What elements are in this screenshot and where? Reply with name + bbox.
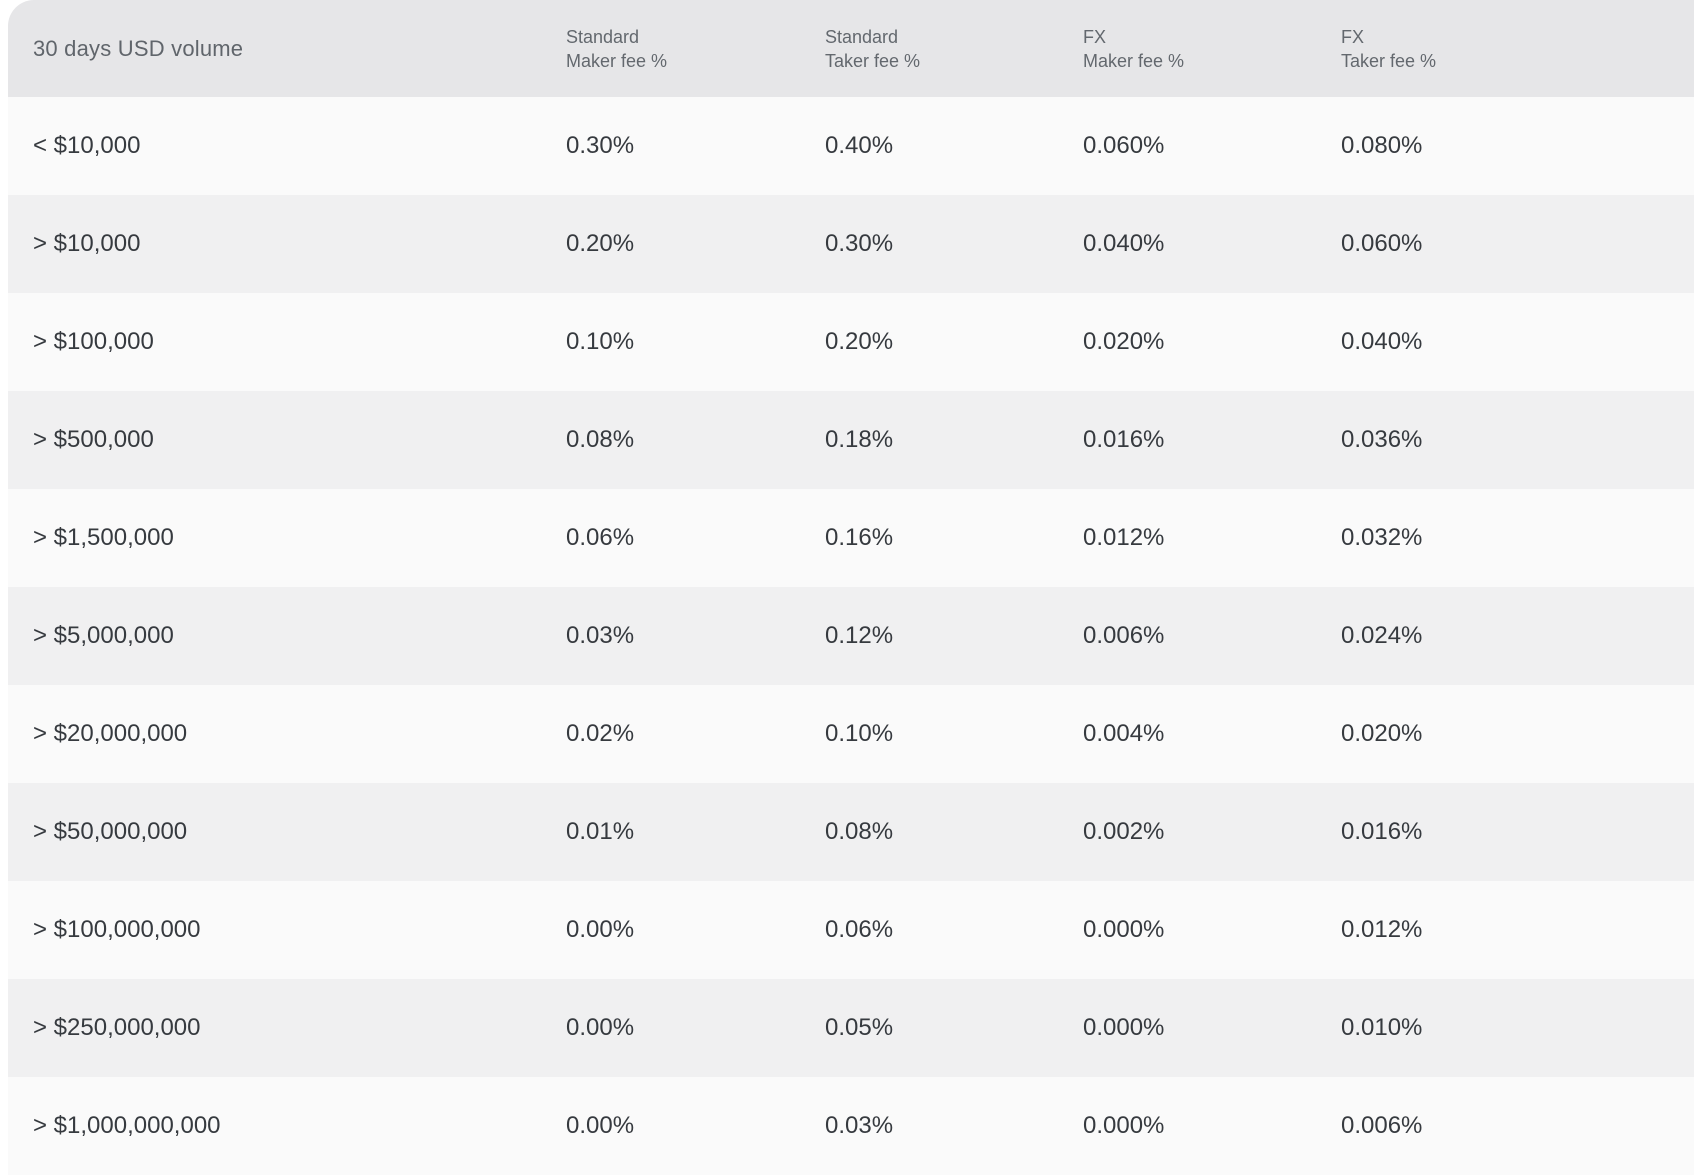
fees-table: 30 days USD volume Standard Maker fee % S…: [8, 0, 1694, 1175]
volume-cell: > $1,500,000: [33, 524, 174, 551]
fx-maker-fee-cell: 0.006%: [1083, 622, 1165, 649]
fx-taker-fee-cell: 0.060%: [1341, 230, 1423, 257]
volume-cell: > $100,000,000: [33, 916, 201, 943]
fx-taker-fee-cell: 0.010%: [1341, 1014, 1423, 1041]
fx-maker-fee-cell: 0.000%: [1083, 1014, 1165, 1041]
fx-taker-fee-cell: 0.024%: [1341, 622, 1423, 649]
standard-maker-fee-cell: 0.08%: [566, 426, 635, 453]
standard-taker-fee-cell: 0.30%: [825, 230, 894, 257]
volume-cell: > $10,000: [33, 230, 141, 257]
column-header-line1: Standard: [566, 26, 640, 47]
table-row: > $20,000,000 0.02% 0.10% 0.004% 0.020%: [8, 685, 1694, 783]
table-row: > $1,500,000 0.06% 0.16% 0.012% 0.032%: [8, 489, 1694, 587]
standard-maker-fee-cell: 0.06%: [566, 524, 635, 551]
column-header-line1: FX: [1341, 26, 1365, 47]
column-header-line2: Taker fee %: [825, 50, 921, 71]
standard-taker-fee-cell: 0.16%: [825, 524, 894, 551]
table-header-row: 30 days USD volume Standard Maker fee % S…: [8, 0, 1694, 97]
table-row: > $10,000 0.20% 0.30% 0.040% 0.060%: [8, 195, 1694, 293]
standard-maker-fee-cell: 0.20%: [566, 230, 635, 257]
standard-taker-fee-cell: 0.20%: [825, 328, 894, 355]
standard-taker-fee-cell: 0.08%: [825, 818, 894, 845]
volume-cell: > $50,000,000: [33, 818, 188, 845]
fx-maker-fee-cell: 0.060%: [1083, 132, 1165, 159]
fx-maker-fee-cell: 0.012%: [1083, 524, 1165, 551]
column-header-line1: Standard: [825, 26, 899, 47]
column-header-volume: 30 days USD volume: [33, 35, 244, 61]
volume-cell: > $20,000,000: [33, 720, 188, 747]
standard-taker-fee-cell: 0.18%: [825, 426, 894, 453]
standard-maker-fee-cell: 0.00%: [566, 1014, 635, 1041]
table-row: > $250,000,000 0.00% 0.05% 0.000% 0.010%: [8, 979, 1694, 1077]
fx-taker-fee-cell: 0.020%: [1341, 720, 1423, 747]
fx-maker-fee-cell: 0.002%: [1083, 818, 1165, 845]
fx-maker-fee-cell: 0.016%: [1083, 426, 1165, 453]
fx-maker-fee-cell: 0.004%: [1083, 720, 1165, 747]
column-header-standard-taker: Standard Taker fee %: [825, 25, 1083, 73]
column-header-fx-maker: FX Maker fee %: [1083, 25, 1341, 73]
column-header-line2: Taker fee %: [1341, 50, 1437, 71]
standard-taker-fee-cell: 0.40%: [825, 132, 894, 159]
volume-cell: < $10,000: [33, 132, 141, 159]
standard-taker-fee-cell: 0.10%: [825, 720, 894, 747]
standard-taker-fee-cell: 0.03%: [825, 1112, 894, 1139]
table-row: > $100,000 0.10% 0.20% 0.020% 0.040%: [8, 293, 1694, 391]
table-row: > $1,000,000,000 0.00% 0.03% 0.000% 0.00…: [8, 1077, 1694, 1175]
standard-taker-fee-cell: 0.05%: [825, 1014, 894, 1041]
standard-maker-fee-cell: 0.02%: [566, 720, 635, 747]
standard-taker-fee-cell: 0.12%: [825, 622, 894, 649]
fx-maker-fee-cell: 0.000%: [1083, 916, 1165, 943]
fx-taker-fee-cell: 0.040%: [1341, 328, 1423, 355]
standard-maker-fee-cell: 0.00%: [566, 1112, 635, 1139]
column-header-line2: Maker fee %: [566, 50, 668, 71]
standard-taker-fee-cell: 0.06%: [825, 916, 894, 943]
column-header-line2: Maker fee %: [1083, 50, 1185, 71]
standard-maker-fee-cell: 0.30%: [566, 132, 635, 159]
table-row: > $5,000,000 0.03% 0.12% 0.006% 0.024%: [8, 587, 1694, 685]
column-header-fx-taker: FX Taker fee %: [1341, 25, 1694, 73]
fx-taker-fee-cell: 0.016%: [1341, 818, 1423, 845]
fx-maker-fee-cell: 0.020%: [1083, 328, 1165, 355]
standard-maker-fee-cell: 0.01%: [566, 818, 635, 845]
volume-cell: > $5,000,000: [33, 622, 174, 649]
volume-cell: > $100,000: [33, 328, 154, 355]
table-row: > $50,000,000 0.01% 0.08% 0.002% 0.016%: [8, 783, 1694, 881]
volume-cell: > $250,000,000: [33, 1014, 201, 1041]
table-body: < $10,000 0.30% 0.40% 0.060% 0.080% > $1…: [8, 97, 1694, 1175]
table-row: < $10,000 0.30% 0.40% 0.060% 0.080%: [8, 97, 1694, 195]
fx-taker-fee-cell: 0.012%: [1341, 916, 1423, 943]
fx-taker-fee-cell: 0.036%: [1341, 426, 1423, 453]
fx-taker-fee-cell: 0.080%: [1341, 132, 1423, 159]
standard-maker-fee-cell: 0.03%: [566, 622, 635, 649]
fx-maker-fee-cell: 0.040%: [1083, 230, 1165, 257]
volume-cell: > $500,000: [33, 426, 154, 453]
table-row: > $500,000 0.08% 0.18% 0.016% 0.036%: [8, 391, 1694, 489]
volume-cell: > $1,000,000,000: [33, 1112, 221, 1139]
fx-taker-fee-cell: 0.006%: [1341, 1112, 1423, 1139]
table-row: > $100,000,000 0.00% 0.06% 0.000% 0.012%: [8, 881, 1694, 979]
fx-taker-fee-cell: 0.032%: [1341, 524, 1423, 551]
standard-maker-fee-cell: 0.00%: [566, 916, 635, 943]
fx-maker-fee-cell: 0.000%: [1083, 1112, 1165, 1139]
column-header-standard-maker: Standard Maker fee %: [566, 25, 825, 73]
column-header-line1: FX: [1083, 26, 1107, 47]
standard-maker-fee-cell: 0.10%: [566, 328, 635, 355]
